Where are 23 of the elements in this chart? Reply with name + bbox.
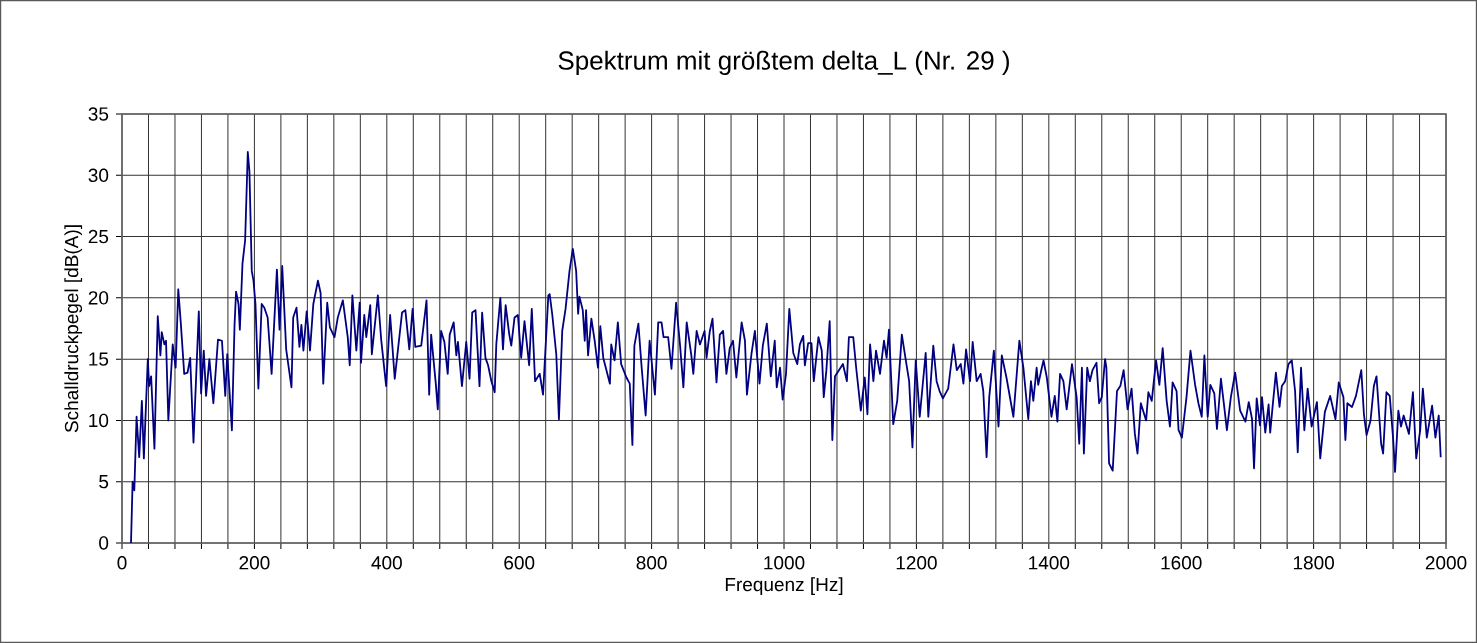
y-axis-title: Schalldruckpegel [dB(A)]	[64, 225, 83, 433]
x-tick-label: 400	[371, 556, 402, 570]
x-tick-label: 1000	[764, 556, 805, 570]
x-tick-label: 1200	[896, 556, 937, 570]
y-tick-label: 15	[89, 352, 109, 366]
x-tick-label: 200	[239, 556, 270, 570]
x-tick-label: 600	[504, 556, 535, 570]
y-tick-label: 5	[99, 475, 109, 489]
x-tick-label: 800	[636, 556, 667, 570]
y-tick-label: 35	[88, 107, 109, 121]
x-tick-label: 1800	[1293, 556, 1334, 570]
x-axis-title: Frequenz [Hz]	[725, 577, 843, 595]
line-series	[130, 151, 1442, 543]
x-tick-label: 2000	[1425, 556, 1467, 570]
x-tick-label: 0	[117, 556, 127, 570]
y-tick-label: 30	[88, 168, 109, 183]
y-tick-label: 10	[89, 413, 109, 428]
x-tick-label: 1600	[1161, 556, 1202, 570]
x-tick-label: 1400	[1029, 556, 1070, 570]
chart-title: Spektrum mit größtem delta_L (Nr. 29 )	[558, 50, 1009, 75]
y-tick-label: 0	[99, 536, 109, 550]
y-tick-label: 25	[88, 229, 109, 244]
y-tick-label: 20	[88, 291, 109, 305]
